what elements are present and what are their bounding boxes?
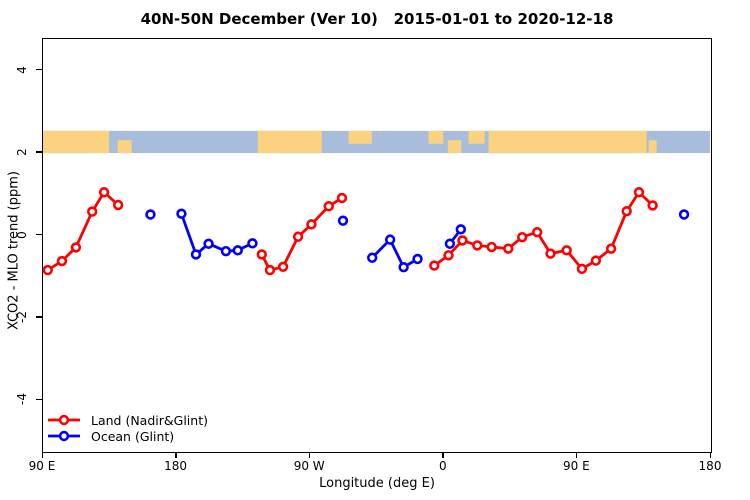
map-band-land-segment xyxy=(43,130,110,154)
data-point-marker xyxy=(531,227,543,238)
data-point-marker xyxy=(112,199,124,211)
map-band-land-segment xyxy=(468,130,485,144)
data-point-marker xyxy=(590,255,602,266)
data-point-marker xyxy=(56,255,68,267)
data-point-marker xyxy=(517,231,528,243)
data-point-marker xyxy=(190,249,202,260)
x-axis-label: Longitude (deg E) xyxy=(319,476,435,491)
data-point-marker xyxy=(605,243,617,254)
map-band-land-segment xyxy=(447,140,462,154)
data-point-marker xyxy=(621,205,632,217)
data-point-marker xyxy=(70,242,82,253)
legend-entry: Land (Nadir&Glint) xyxy=(47,412,208,428)
data-point-marker xyxy=(336,192,348,204)
series-line xyxy=(370,238,420,269)
data-point-marker xyxy=(145,209,156,220)
y-tick-label: 4 xyxy=(15,65,29,74)
data-point-marker xyxy=(176,208,187,219)
x-tick-mark xyxy=(575,453,578,458)
legend: Land (Nadir&Glint) Ocean (Glint) xyxy=(47,412,208,444)
data-point-marker xyxy=(633,187,645,198)
legend-symbol-icon xyxy=(48,414,80,426)
x-tick-label: 180 xyxy=(698,459,722,473)
y-tick-mark xyxy=(36,68,42,71)
x-tick-label: 90 W xyxy=(293,459,325,473)
data-point-marker xyxy=(87,206,98,217)
map-band-land-segment xyxy=(117,140,132,154)
plot-area: Land (Nadir&Glint) Ocean (Glint) xyxy=(42,38,712,453)
legend-label: Land (Nadir&Glint) xyxy=(91,412,208,428)
x-tick-label: 90 E xyxy=(28,459,56,473)
x-tick-label: 90 E xyxy=(563,459,590,473)
data-point-marker xyxy=(561,245,572,256)
data-point-marker xyxy=(576,263,588,275)
data-point-marker xyxy=(247,238,258,249)
data-point-marker xyxy=(203,238,214,249)
map-band-land-segment xyxy=(348,130,372,144)
x-tick-mark xyxy=(41,453,43,458)
legend-entry: Ocean (Glint) xyxy=(47,428,208,444)
data-point-marker xyxy=(220,245,232,257)
data-point-marker xyxy=(455,224,467,235)
series-line xyxy=(432,190,654,271)
y-axis-label: XCO2 - MLO trend (ppm) xyxy=(6,171,22,330)
y-tick-label: 2 xyxy=(15,148,29,156)
data-point-marker xyxy=(647,200,658,211)
data-point-marker xyxy=(337,215,349,226)
data-point-marker xyxy=(503,243,514,254)
map-band-land-segment xyxy=(428,130,444,144)
data-point-marker xyxy=(98,187,110,198)
data-point-marker xyxy=(292,231,304,242)
data-point-marker xyxy=(323,201,334,212)
data-point-marker xyxy=(412,253,423,265)
data-point-marker xyxy=(264,264,276,276)
y-tick-mark xyxy=(36,233,42,236)
x-tick-mark xyxy=(709,453,711,458)
data-point-marker xyxy=(306,219,317,230)
y-tick-mark xyxy=(36,151,42,153)
data-point-marker xyxy=(398,262,409,273)
y-tick-mark xyxy=(36,316,42,318)
data-point-marker xyxy=(384,234,396,245)
data-point-marker xyxy=(472,240,483,251)
data-point-marker xyxy=(457,235,468,246)
data-point-marker xyxy=(443,250,454,261)
chart-title: 40N-50N December (Ver 10) 2015-01-01 to … xyxy=(140,10,614,28)
y-tick-label: -4 xyxy=(15,393,29,406)
data-point-marker xyxy=(277,261,289,273)
legend-label: Ocean (Glint) xyxy=(91,428,175,444)
data-point-marker xyxy=(444,238,456,249)
map-band-land-segment xyxy=(488,130,647,154)
y-tick-mark xyxy=(36,398,42,401)
data-point-marker xyxy=(545,248,556,259)
x-tick-label: 180 xyxy=(164,459,188,473)
legend-symbol-icon xyxy=(48,430,80,442)
data-point-marker xyxy=(43,264,53,276)
y-tick-label: -2 xyxy=(15,310,29,323)
data-point-marker xyxy=(429,260,440,271)
data-point-marker xyxy=(367,252,378,263)
y-tick-label: 0 xyxy=(15,230,29,239)
x-tick-mark xyxy=(175,453,177,458)
data-point-marker xyxy=(256,249,267,260)
map-band-land-segment xyxy=(257,130,322,154)
x-tick-mark xyxy=(442,453,444,458)
x-tick-mark xyxy=(308,453,311,458)
data-point-marker xyxy=(232,245,243,256)
map-band-land-segment xyxy=(648,140,657,154)
data-point-marker xyxy=(678,209,690,220)
x-tick-label: 0 xyxy=(438,459,447,473)
data-point-marker xyxy=(486,241,497,253)
chart-canvas xyxy=(43,130,710,276)
